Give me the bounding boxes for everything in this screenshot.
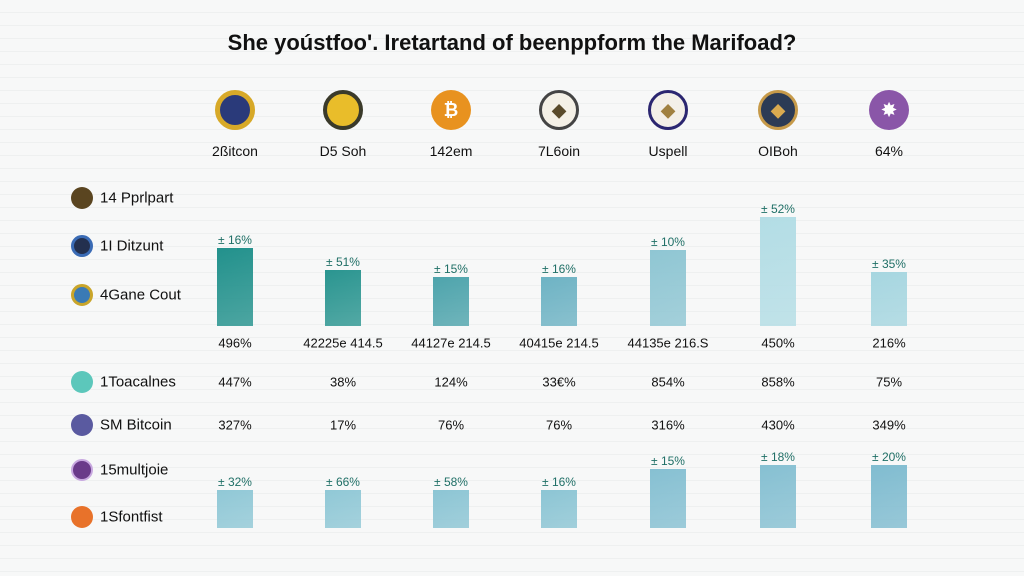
column-header: 64%	[874, 143, 904, 159]
bar-value-label: ± 35%	[872, 256, 906, 271]
purple-badge-icon: ✸	[869, 90, 909, 130]
chart-title: She yoústfoo'. Iretartand of beenppform …	[227, 30, 797, 55]
bar-value-label: ± 58%	[434, 474, 468, 489]
bar	[325, 270, 361, 326]
bar	[217, 247, 253, 326]
bar-value-label: ± 51%	[326, 255, 360, 270]
table-cell: 447%	[218, 374, 252, 390]
bar-value-label: ± 16%	[218, 232, 252, 247]
table-cell: 854%	[651, 374, 685, 390]
bar	[650, 249, 686, 326]
bar	[433, 489, 469, 528]
table-cell: 349%	[872, 417, 906, 433]
column-header: 2ßitcon	[212, 143, 258, 159]
bar	[871, 271, 907, 326]
table-cell: 44127e 214.5	[411, 335, 491, 351]
row-coin-icon	[71, 371, 93, 393]
ethereum-purple-icon: ◆	[648, 90, 688, 130]
bar-value-label: ± 16%	[542, 261, 576, 276]
table-cell: 76%	[545, 417, 573, 433]
column-header: OIBoh	[758, 143, 798, 159]
row-coin-icon	[71, 459, 93, 481]
table-cell: 216%	[872, 335, 906, 351]
bar-value-label: ± 10%	[651, 234, 685, 249]
table-cell: 430%	[761, 417, 795, 433]
bar-value-label: ± 20%	[872, 449, 906, 464]
row-label: 4Gane Cout	[100, 286, 181, 304]
table-cell: 17%	[329, 417, 357, 433]
bar-value-label: ± 66%	[326, 474, 360, 489]
table-cell: 124%	[434, 374, 468, 390]
table-cell: 450%	[761, 335, 795, 351]
column-header: Uspell	[648, 143, 688, 159]
bar	[217, 489, 253, 528]
bar	[325, 489, 361, 528]
row-coin-icon	[71, 284, 93, 306]
row-label: 1Sfontfist	[100, 508, 163, 526]
table-cell: 44135e 216.S	[627, 335, 709, 351]
bar-value-label: ± 15%	[434, 261, 468, 276]
column-header: 7L6oin	[537, 143, 581, 159]
bar-value-label: ± 52%	[761, 202, 795, 216]
row-coin-icon	[71, 414, 93, 436]
bar	[541, 276, 577, 326]
bar-value-label: ± 18%	[761, 449, 795, 464]
row-label: 1Toacalnes	[100, 373, 176, 391]
ethereum-icon: ◆	[539, 90, 579, 130]
ethereum-gold-icon: ◆	[758, 90, 798, 130]
bar-value-label: ± 16%	[542, 474, 576, 489]
bar	[433, 276, 469, 326]
bar-value-label: ± 15%	[651, 454, 685, 469]
row-label: 1I Ditzunt	[100, 237, 164, 255]
row-coin-icon	[71, 187, 93, 209]
table-cell: 33€%	[542, 374, 576, 390]
column-header: 142em	[429, 143, 473, 159]
table-cell: 75%	[875, 374, 903, 390]
column-header: D5 Soh	[319, 143, 367, 159]
table-cell: 327%	[218, 417, 252, 433]
row-coin-icon	[71, 506, 93, 528]
table-cell: 858%	[761, 374, 795, 390]
row-label: 14 Pprlpart	[100, 189, 174, 207]
table-cell: 42225e 414.5	[303, 335, 383, 351]
bar	[760, 217, 796, 326]
row-label: 15multjoie	[100, 461, 169, 479]
bar	[760, 464, 796, 528]
row-label: SM Bitcoin	[100, 416, 172, 434]
table-cell: 76%	[437, 417, 465, 433]
bar	[650, 469, 686, 528]
gold-coin-icon	[323, 90, 363, 130]
row-coin-icon	[71, 235, 93, 257]
table-cell: 40415e 214.5	[519, 335, 599, 351]
table-cell: 496%	[218, 335, 252, 351]
table-cell: 316%	[651, 417, 685, 433]
shield-coin-icon	[215, 90, 255, 130]
bar	[541, 489, 577, 528]
table-cell: 38%	[329, 374, 357, 390]
bar-value-label: ± 32%	[218, 474, 252, 489]
bar	[871, 464, 907, 528]
bitcoin-icon: ₿	[431, 90, 471, 130]
